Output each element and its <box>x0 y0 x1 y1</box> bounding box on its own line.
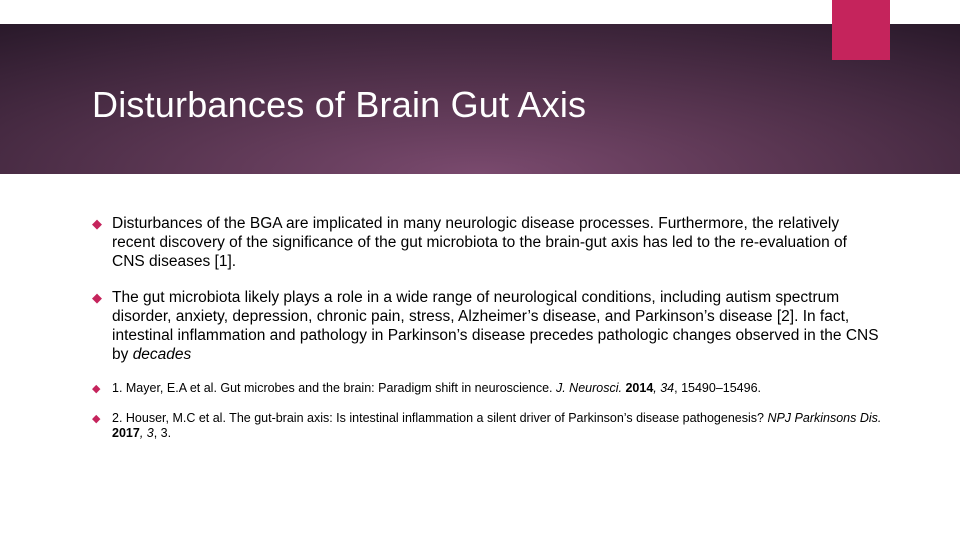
bullet-diamond-icon: ◆ <box>92 381 112 397</box>
bullet-text: The gut microbiota likely plays a role i… <box>112 288 882 365</box>
bullet-diamond-icon: ◆ <box>92 411 112 427</box>
reference-item: ◆ 2. Houser, M.C et al. The gut-brain ax… <box>92 411 882 442</box>
bullet-item: ◆ The gut microbiota likely plays a role… <box>92 288 882 365</box>
slide-body: ◆ Disturbances of the BGA are implicated… <box>92 214 882 456</box>
bullet-emphasis: decades <box>133 346 192 363</box>
bullet-item: ◆ Disturbances of the BGA are implicated… <box>92 214 882 272</box>
slide-title: Disturbances of Brain Gut Axis <box>92 84 586 126</box>
reference-item: ◆ 1. Mayer, E.A et al. Gut microbes and … <box>92 381 882 397</box>
ref-prefix: 2. Houser, M.C et al. The gut-brain axis… <box>112 411 767 425</box>
slide: Disturbances of Brain Gut Axis ◆ Disturb… <box>0 0 960 540</box>
accent-tab <box>832 0 890 60</box>
reference-text: 1. Mayer, E.A et al. Gut microbes and th… <box>112 381 882 397</box>
bullet-text-main: The gut microbiota likely plays a role i… <box>112 289 879 364</box>
ref-pages: , 15490–15496. <box>674 381 761 395</box>
bullet-diamond-icon: ◆ <box>92 288 112 308</box>
bullet-diamond-icon: ◆ <box>92 214 112 234</box>
ref-volume: , 34 <box>653 381 674 395</box>
bullet-text: Disturbances of the BGA are implicated i… <box>112 214 882 272</box>
ref-journal: J. Neurosci. <box>556 381 622 395</box>
reference-text: 2. Houser, M.C et al. The gut-brain axis… <box>112 411 882 442</box>
ref-year: 2017 <box>112 426 140 440</box>
ref-volume: , 3 <box>140 426 154 440</box>
ref-prefix: 1. Mayer, E.A et al. Gut microbes and th… <box>112 381 556 395</box>
ref-year: 2014 <box>622 381 653 395</box>
ref-pages: , 3. <box>154 426 171 440</box>
ref-journal: NPJ Parkinsons Dis. <box>767 411 881 425</box>
